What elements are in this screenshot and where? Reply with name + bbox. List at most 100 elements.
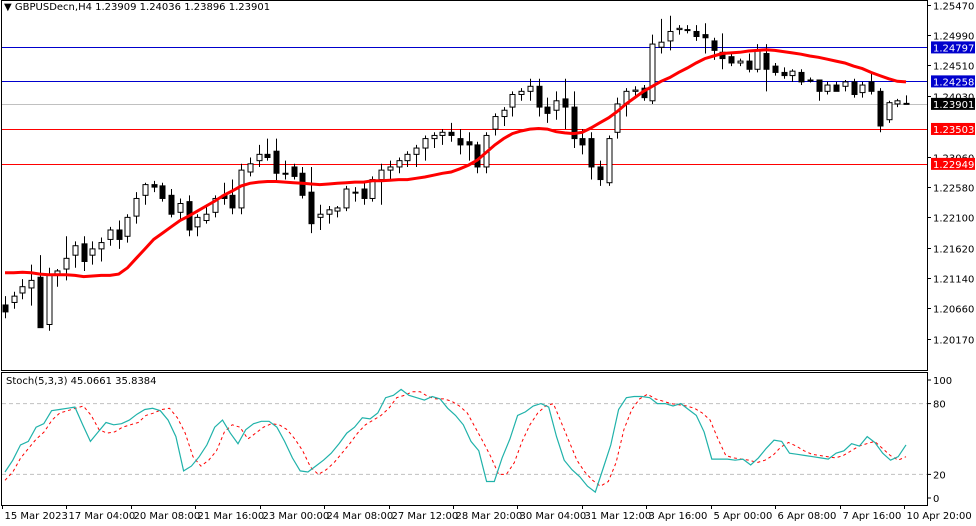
chart-title: ▼ GBPUSDecn,H4 1.23909 1.24036 1.23896 1… (4, 2, 270, 14)
price-tag-label: 1.24258 (933, 77, 974, 88)
candle-body (763, 53, 770, 70)
candle-body (89, 248, 96, 256)
candle-body (501, 109, 508, 118)
y-axis-label: 1.21620 (933, 245, 974, 256)
bid-price-tag (931, 97, 975, 110)
y-axis-label: 1.25470 (933, 2, 974, 13)
price-tag-label: 1.23901 (933, 100, 974, 111)
candle-body (46, 274, 53, 326)
y-axis-label: 1.24990 (933, 32, 974, 43)
candle-body (614, 103, 621, 133)
candle-body (781, 71, 788, 77)
candle-body (343, 188, 350, 209)
candle-body (151, 184, 158, 188)
candle-body (133, 197, 140, 217)
candle-body (448, 131, 455, 136)
candle-body (466, 141, 473, 146)
x-axis-label: 15 Mar 2023 (5, 511, 68, 522)
candle-body (588, 138, 595, 168)
moving-average-line (5, 48, 907, 279)
candle-body (536, 85, 543, 108)
candle-body (772, 65, 779, 73)
candle-body (413, 147, 420, 155)
candle-body (2, 304, 9, 313)
candle-body (527, 85, 534, 92)
candle-body (597, 166, 604, 181)
candle-body (396, 160, 403, 168)
symbol-ohlc-label: GBPUSDecn,H4 1.23909 1.24036 1.23896 1.2… (14, 2, 271, 13)
stoch-axis-label: 20 (933, 470, 946, 481)
candle-body (789, 70, 796, 77)
candle-body (571, 106, 578, 140)
candle-body (562, 98, 569, 108)
resistance-price-tag (931, 75, 975, 88)
candle-body (81, 243, 88, 262)
candle-body (308, 191, 315, 225)
candle-body (746, 60, 753, 70)
candle-body (877, 90, 884, 127)
y-axis-label: 1.24510 (933, 62, 974, 73)
triangle-down-icon[interactable]: ▼ (4, 2, 12, 13)
stoch-axis-label: 80 (933, 400, 946, 411)
candle-body (579, 138, 586, 146)
candle-body (387, 166, 394, 171)
candle-body (754, 49, 761, 70)
candle-body (238, 169, 245, 209)
x-axis-label: 30 Mar 04:00 (520, 511, 587, 522)
candle-body (711, 40, 718, 51)
candle-body (212, 197, 219, 213)
candle-body (816, 79, 823, 92)
support-price-tag (931, 122, 975, 135)
stoch-panel-frame (1, 372, 928, 506)
candle-body (317, 213, 324, 218)
candle-body (159, 185, 166, 199)
candle-body (116, 229, 123, 240)
resistance-price-tag (931, 41, 975, 54)
candle-body (693, 30, 700, 38)
candle-body (361, 188, 368, 199)
candle-body (851, 81, 858, 95)
x-axis-label: 7 Apr 16:00 (843, 511, 902, 522)
candle-body (168, 194, 175, 215)
candle-body (903, 102, 910, 105)
candle-body (492, 116, 499, 130)
x-axis-label: 31 Mar 12:00 (585, 511, 652, 522)
candle-body (842, 81, 849, 87)
candle-body (404, 153, 411, 162)
candle-body (824, 84, 831, 92)
candle-body (194, 216, 201, 228)
candle-body (886, 102, 893, 121)
candle-body (606, 138, 613, 184)
x-axis-label: 28 Mar 20:00 (456, 511, 523, 522)
candle-body (264, 153, 271, 159)
candle-body (894, 100, 901, 105)
candle-body (868, 81, 875, 92)
candle-body (326, 209, 333, 215)
candle-body (37, 276, 44, 329)
y-axis-label: 1.22100 (933, 214, 974, 225)
x-axis-label: 10 Apr 20:00 (907, 511, 972, 522)
candle-body (859, 84, 866, 94)
stoch-axis-label: 100 (933, 376, 952, 387)
candle-body (19, 286, 26, 294)
candle-body (518, 90, 525, 95)
x-axis-label: 24 Mar 08:00 (327, 511, 394, 522)
candle-body (28, 279, 35, 289)
candle-body (431, 134, 438, 140)
candle-body (98, 242, 105, 250)
candle-body (798, 71, 805, 83)
candle-body (177, 203, 184, 213)
main-panel-frame (1, 0, 928, 371)
candle-body (378, 169, 385, 181)
candle-body (474, 144, 481, 168)
stoch-main-line (4, 388, 907, 494)
candle-body (439, 131, 446, 136)
y-axis-label: 1.21140 (933, 275, 974, 286)
candle-body (229, 194, 236, 209)
candle-body (247, 163, 254, 173)
candle-body (11, 295, 18, 303)
candle-body (702, 34, 709, 39)
candle-body (72, 245, 79, 256)
x-axis-label: 27 Mar 12:00 (392, 511, 459, 522)
